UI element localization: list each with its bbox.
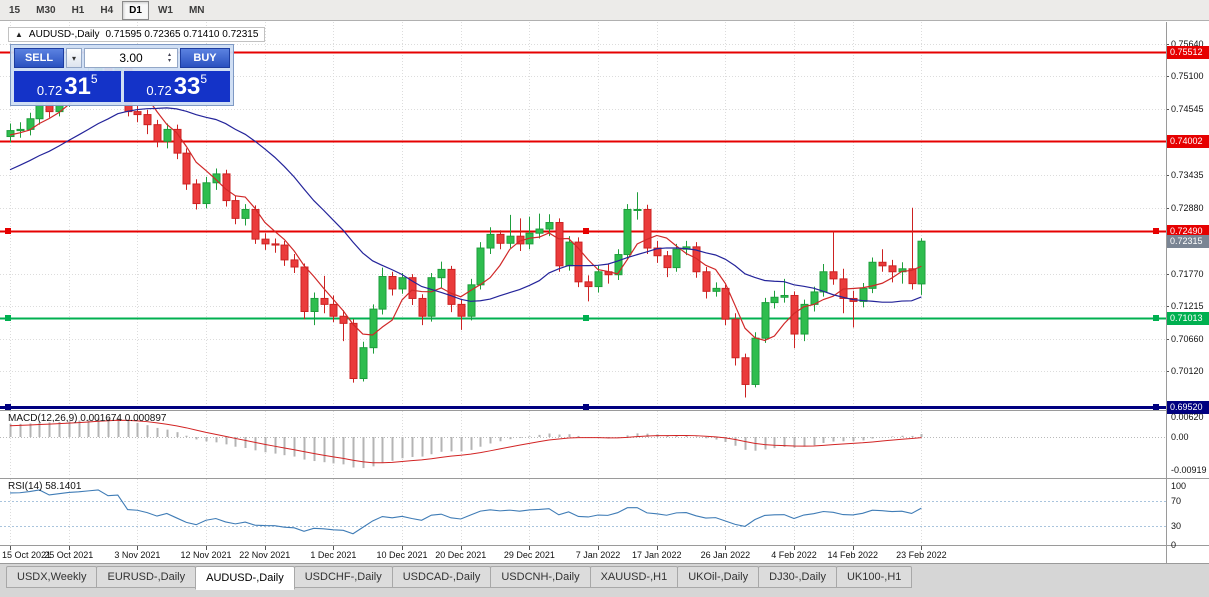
- one-click-trading-panel: SELL ▾ 3.00 ▴ ▾ BUY 0.72 31 5 0.72 33 5: [10, 44, 234, 106]
- date-tick-label: 1 Dec 2021: [310, 550, 357, 560]
- price-axis: 0.75640 0.75100 0.74545 0.73435 0.72880 0.717…: [1167, 0, 1209, 563]
- chart-tab-audusd-daily[interactable]: AUDUSD-,Daily: [195, 566, 295, 590]
- date-tick-label: 3 Nov 2021: [114, 550, 161, 560]
- macd-indicator-label: MACD(12,26,9) 0.001674 0.000897: [8, 413, 167, 424]
- date-tick-label: 26 Jan 2022: [700, 550, 751, 560]
- macd-rsi-splitter[interactable]: [0, 478, 1209, 479]
- symbol-title: AUDUSD-,Daily: [28, 29, 100, 40]
- date-tick-label: 20 Dec 2021: [435, 550, 487, 560]
- collapse-icon[interactable]: ▲: [15, 30, 23, 39]
- chart-macd-splitter[interactable]: [0, 410, 1209, 411]
- macd-axis-label: -0.00919: [1171, 465, 1207, 475]
- chart-tab-eurusd-daily[interactable]: EURUSD-,Daily: [96, 566, 197, 588]
- price-tick-label: 0.70120: [1171, 366, 1204, 376]
- buy-price-big: 0.72: [146, 83, 172, 98]
- lot-spinner[interactable]: ▴ ▾: [164, 50, 175, 66]
- price-tick-label: 0.71215: [1171, 301, 1204, 311]
- timeframe-button-m30[interactable]: M30: [36, 4, 56, 16]
- macd-axis-label: 0.00620: [1171, 412, 1204, 422]
- time-axis: 15 Oct 2021 25 Oct 2021 3 Nov 2021 12 Nov 2…: [0, 545, 1166, 563]
- rsi-axis-divider: [0, 545, 1209, 546]
- chart-tab-dj30-daily[interactable]: DJ30-,Daily: [758, 566, 837, 588]
- date-tick-label: 4 Feb 2022: [771, 550, 817, 560]
- level-price-label: 0.71013: [1167, 312, 1209, 325]
- current-price-label: 0.72315: [1167, 235, 1209, 248]
- ohlc-values: 0.71595 0.72365 0.71410 0.72315: [105, 29, 259, 40]
- date-tick-label: 12 Nov 2021: [180, 550, 232, 560]
- buy-price-display[interactable]: 0.72 33 5: [123, 71, 230, 102]
- macd-panel[interactable]: [0, 411, 1166, 478]
- buy-button[interactable]: BUY: [180, 48, 230, 68]
- macd-axis-label: 0.00: [1171, 432, 1189, 442]
- price-tick-label: 0.72880: [1171, 203, 1204, 213]
- level-price-label: 0.75512: [1167, 46, 1209, 59]
- chart-tab-usdcnh-daily[interactable]: USDCNH-,Daily: [490, 566, 591, 588]
- lot-size-value: 3.00: [119, 51, 143, 65]
- rsi-axis-label: 0: [1171, 540, 1177, 550]
- price-axis-divider: [1166, 22, 1167, 563]
- lot-size-input[interactable]: 3.00 ▴ ▾: [84, 48, 178, 68]
- date-tick-label: 23 Feb 2022: [896, 550, 947, 560]
- timeframe-button-w1[interactable]: W1: [157, 4, 173, 16]
- sell-button[interactable]: SELL: [14, 48, 64, 68]
- timeframe-button-h4[interactable]: H4: [100, 4, 114, 16]
- date-tick-label: 25 Oct 2021: [44, 550, 94, 560]
- spin-up-icon[interactable]: ▴: [167, 52, 171, 58]
- chart-tab-usdcad-daily[interactable]: USDCAD-,Daily: [391, 566, 492, 588]
- date-tick-label: 10 Dec 2021: [376, 550, 428, 560]
- timeframe-button-mn[interactable]: MN: [188, 4, 205, 16]
- spin-down-icon[interactable]: ▾: [167, 58, 171, 64]
- price-tick-label: 0.73435: [1171, 170, 1204, 180]
- date-tick-label: 29 Dec 2021: [503, 550, 555, 560]
- price-tick-label: 0.70660: [1171, 334, 1204, 344]
- chart-tab-bar: USDX,Weekly EURUSD-,Daily AUDUSD-,Daily USD…: [0, 564, 1209, 597]
- price-tick-label: 0.71770: [1171, 269, 1204, 279]
- chart-tab-usdchf-daily[interactable]: USDCHF-,Daily: [293, 566, 393, 588]
- level-price-label: 0.74002: [1167, 135, 1209, 148]
- buy-price-pipette: 5: [200, 72, 208, 86]
- date-tick-label: 15 Oct 2021: [2, 550, 52, 560]
- timeframe-toolbar: 15 M30 H1 H4 D1 W1 MN: [0, 0, 1209, 21]
- level-price-label: 0.72490: [1167, 225, 1209, 238]
- timeframe-button-d1[interactable]: D1: [122, 0, 149, 20]
- chart-tab-xauusd-h1[interactable]: XAUUSD-,H1: [589, 566, 679, 588]
- date-tick-label: 14 Feb 2022: [827, 550, 879, 560]
- rsi-axis-label: 30: [1171, 521, 1182, 531]
- timeframe-button-h1[interactable]: H1: [71, 4, 85, 16]
- sell-price-pips: 31: [64, 72, 91, 100]
- timeframe-button-15[interactable]: 15: [9, 4, 21, 16]
- rsi-axis-label: 70: [1171, 496, 1182, 506]
- level-price-label: 0.69520: [1167, 401, 1209, 414]
- sell-price-big: 0.72: [36, 83, 63, 98]
- axis-tabbar-divider: [0, 563, 1209, 564]
- price-tick-label: 0.75100: [1171, 71, 1204, 81]
- sell-price-display[interactable]: 0.72 31 5: [14, 71, 121, 102]
- chart-tab-ukoil-daily[interactable]: UKOil-,Daily: [677, 566, 760, 588]
- chart-tab-uk100-h1[interactable]: UK100-,H1: [835, 566, 913, 588]
- rsi-indicator-label: RSI(14) 58.1401: [8, 481, 82, 492]
- buy-price-pips: 33: [173, 72, 201, 100]
- sell-price-pipette: 5: [90, 72, 98, 86]
- chart-tab-usdx-weekly[interactable]: USDX,Weekly: [6, 566, 98, 588]
- rsi-panel[interactable]: [0, 479, 1166, 545]
- date-tick-label: 7 Jan 2022: [575, 550, 621, 560]
- chart-symbol-header[interactable]: ▲ AUDUSD-,Daily 0.71595 0.72365 0.71410 …: [8, 27, 266, 42]
- lot-dropdown-icon[interactable]: ▾: [66, 48, 82, 68]
- rsi-axis-label: 100: [1171, 481, 1187, 491]
- date-tick-label: 17 Jan 2022: [632, 550, 682, 560]
- price-tick-label: 0.75640: [1171, 39, 1204, 49]
- date-tick-label: 22 Nov 2021: [239, 550, 291, 560]
- price-tick-label: 0.74545: [1171, 104, 1204, 114]
